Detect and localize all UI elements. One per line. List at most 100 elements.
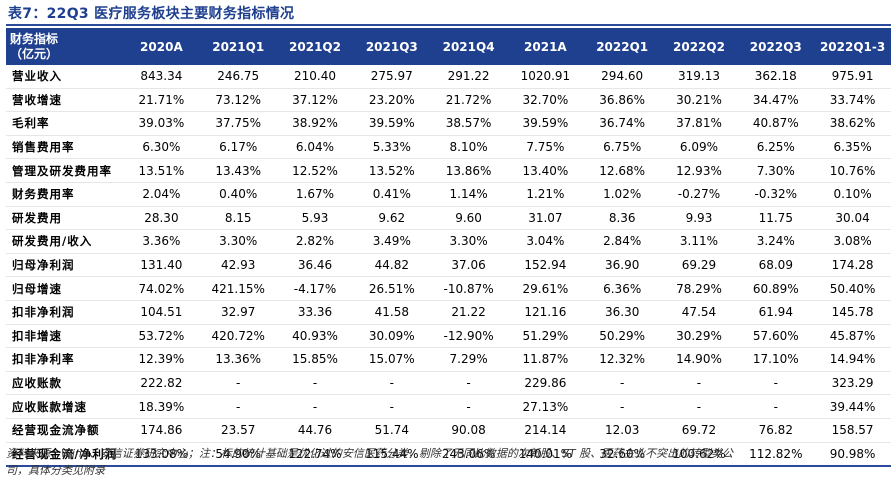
table-cell: 7.29% [449,352,488,367]
row-label: 营收增速 [12,92,62,107]
table-cell: 51.74 [374,423,409,438]
table-cell: 13.86% [445,163,492,178]
source-note-line1: 资料来源：Wind、安信证券研究中心；注：标的统计基础是优化过的安信医药分类，剔… [6,447,734,460]
table-cell: 30.29% [676,328,722,343]
table-cell: 152.94 [524,258,567,273]
column-header: 2021Q2 [276,28,354,65]
table-row: 财务费用率 2.04% 0.40% 1.67% 0.41% 1.14% 1.21% 1.02%… [6,182,891,207]
table-row: 归母增速 74.02% 421.15% -4.17% 26.51% -10.87% 29.6… [6,277,891,301]
table-cell: 100.62% [672,446,726,461]
table-cell: 53.72% [138,328,185,343]
table-cell: 1020.91 [520,69,571,84]
table-cell: 31.07 [528,210,563,225]
title-divider [6,24,891,26]
table-cell: - [696,376,702,391]
table-cell: 2.82% [295,234,335,249]
table-row: 营业收入 843.34 246.75 210.40 275.97 291.22 1020.9… [6,65,891,89]
table-cell: -12.90% [443,328,494,343]
table-cell: - [773,376,778,391]
table-cell: 294.60 [601,69,644,84]
table-cell: 36.74% [599,116,646,131]
table-cell: 29.61% [522,281,569,296]
table-cell: 12.52% [292,163,338,178]
table-cell: 60.89% [752,281,799,296]
table-cell: 1.67% [295,187,335,202]
row-label: 研发费用/收入 [12,234,93,249]
table-cell: 1.14% [449,187,488,202]
table-cell: - [236,376,241,391]
table-cell: 13.43% [215,163,262,178]
table-cell: 6.30% [142,140,181,155]
table-cell: 69.29 [681,258,717,273]
table-row: 研发费用/收入 3.36% 3.30% 2.82% 3.49% 3.30% 3.04% 2.8… [6,230,891,254]
table-cell: 44.76 [297,423,333,438]
table-cell: 30.04 [835,210,870,225]
table-cell: 28.30 [144,210,179,225]
table-cell: 40.87% [752,116,799,131]
table-cell: - [312,376,318,391]
table-cell: 1.02% [603,187,642,202]
row-label-header-line2: （亿元） [10,46,59,61]
table-cell: 362.18 [754,69,797,84]
table-row: 毛利率 39.03% 37.75% 38.92% 39.59% 38.57% 39.59% 3… [6,112,891,136]
table-cell: 12.32% [599,352,646,367]
table-cell: 140.01% [518,446,573,461]
table-cell: 2.04% [142,187,181,202]
table-cell: - [312,399,318,414]
table-cell: 5.93 [301,210,329,225]
table-cell: 174.28 [831,258,874,273]
table-cell: 158.57 [831,423,874,438]
table-cell: 39.59% [522,116,569,131]
table-cell: 421.15% [211,281,265,296]
row-label: 扣非净利率 [12,352,75,367]
table-cell: 14.94% [829,352,876,367]
table-cell: - [389,376,394,391]
table-cell: 11.75 [758,210,793,225]
table-cell: 21.22 [451,305,486,320]
row-label: 扣非净利润 [12,305,75,320]
table-row: 销售费用率 6.30% 6.17% 6.04% 5.33% 8.10% 7.75% 6.75%… [6,135,891,159]
table-cell: 47.54 [681,305,717,320]
table-cell: 975.91 [831,69,874,84]
table-cell: 26.51% [368,281,415,296]
table-cell: 12.39% [138,352,185,367]
table-cell: - [620,376,625,391]
table-row: 营收增速 21.71% 73.12% 37.12% 23.20% 21.72% 32.70%… [6,88,891,112]
column-header: 2021A [506,28,584,65]
table-cell: 36.90 [605,258,640,273]
table-cell: 76.82 [758,423,793,438]
table-cell: -10.87% [443,281,494,296]
table-cell: 36.86% [599,92,646,107]
table-cell: 42.93 [221,258,256,273]
table-cell: 0.41% [372,187,411,202]
source-note: 资料来源：Wind、安信证券研究中心；注：标的统计基础是优化过的安信医药分类，剔… [6,445,891,479]
table-cell: 6.04% [295,140,335,155]
table-cell: 291.22 [447,69,490,84]
row-label: 研发费用 [12,210,62,225]
table-cell: 104.51 [140,305,183,320]
table-cell: 275.97 [370,69,413,84]
table-cell: 6.35% [833,140,872,155]
table-cell: 36.46 [297,258,333,273]
table-cell: 0.10% [833,187,872,202]
table-cell: 3.49% [372,234,411,249]
table-cell: 23.57 [221,423,256,438]
column-header: 2022Q1 [583,28,661,65]
table-cell: 5.33% [372,140,411,155]
table-cell: 3.08% [833,234,872,249]
row-label: 财务费用率 [12,187,75,202]
table-cell: - [696,399,702,414]
table-cell: 39.44% [829,399,876,414]
table-row: 经营现金流净额 174.86 23.57 44.76 51.74 90.08 214.14 1… [6,418,891,442]
table-cell: 68.09 [758,258,793,273]
table-cell: 8.36 [608,210,636,225]
row-label: 应收账款 [12,376,62,391]
table-cell: 112.82% [749,446,803,461]
table-row: 管理及研发费用率 13.51% 13.43% 12.52% 13.52% 13.86% 13… [6,159,891,183]
row-label-header: 财务指标 （亿元） [6,28,123,65]
table-cell: 10.76% [829,163,876,178]
table-cell: 90.98% [829,446,876,461]
row-label: 归母净利润 [12,258,75,273]
row-label: 经营现金流净额 [12,423,100,438]
table-cell: 420.72% [211,328,265,343]
